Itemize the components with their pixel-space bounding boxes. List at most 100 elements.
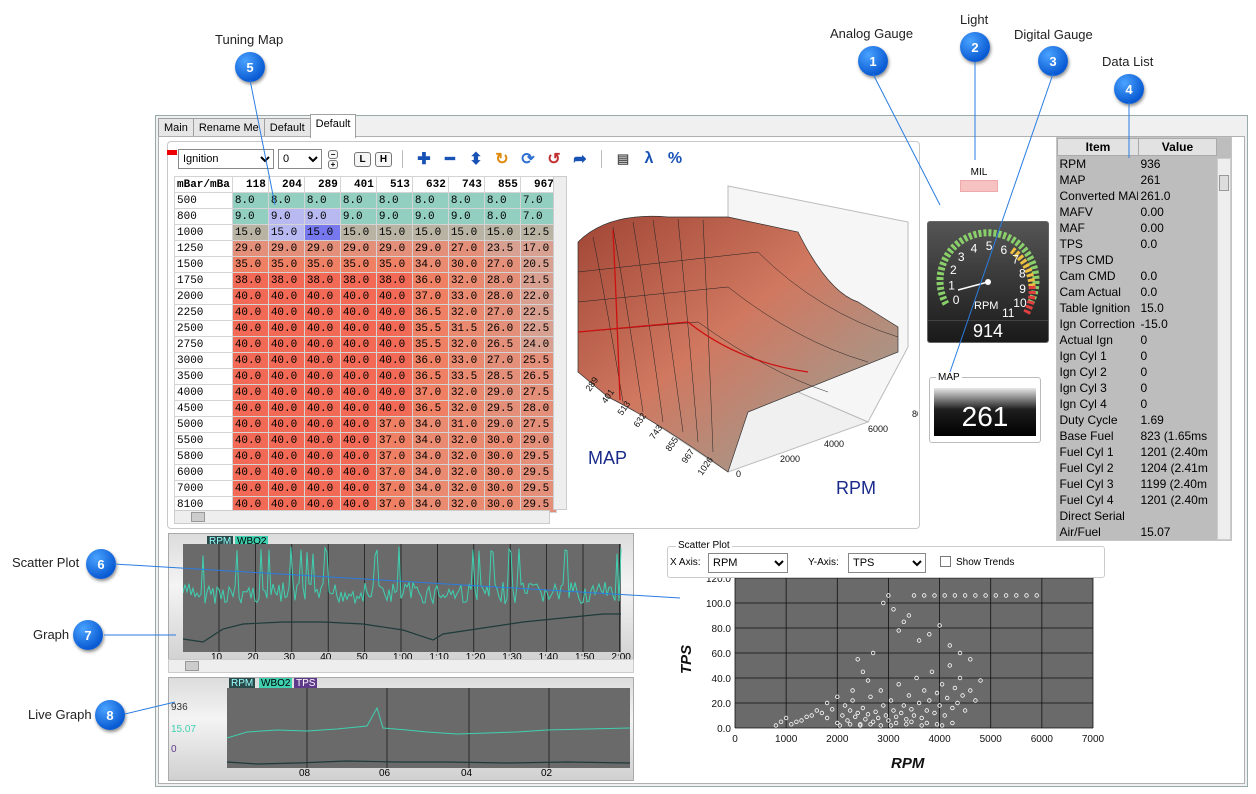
grid-cell[interactable]: 9.0 <box>303 208 341 225</box>
grid-horizontal-scrollbar[interactable] <box>174 510 550 524</box>
grid-cell[interactable]: 35.0 <box>303 256 341 273</box>
grid-cell[interactable]: 34.0 <box>411 448 449 465</box>
grid-cell[interactable]: 30.0 <box>483 432 521 449</box>
grid-cell[interactable]: 40.0 <box>267 432 305 449</box>
index-select[interactable]: 0 <box>278 149 322 169</box>
grid-cell[interactable]: 40.0 <box>267 480 305 497</box>
grid-cell[interactable]: 40.0 <box>339 400 377 417</box>
grid-cell[interactable]: 37.0 <box>411 288 449 305</box>
grid-cell[interactable]: 9.0 <box>411 208 449 225</box>
datalist-row[interactable]: Air/Fuel 15.07 <box>1058 524 1217 540</box>
datalist-row[interactable]: Fuel Cyl 3 1199 (2.40m <box>1058 476 1217 492</box>
grid-cell[interactable]: 40.0 <box>303 432 341 449</box>
grid-cell[interactable]: 26.5 <box>519 368 557 385</box>
grid-cell[interactable]: 34.0 <box>411 256 449 273</box>
grid-cell[interactable]: 37.0 <box>375 496 413 513</box>
grid-cell[interactable]: 8.0 <box>267 192 305 209</box>
grid-cell[interactable]: 40.0 <box>375 384 413 401</box>
grid-cell[interactable]: 40.0 <box>339 320 377 337</box>
grid-cell[interactable]: 40.0 <box>375 400 413 417</box>
grid-cell[interactable]: 29.0 <box>303 240 341 257</box>
datalist-row[interactable]: Duty Cycle 1.69 <box>1058 412 1217 428</box>
grid-cell[interactable]: 34.0 <box>411 432 449 449</box>
grid-cell[interactable]: 40.0 <box>231 368 269 385</box>
grid-cell[interactable]: 38.0 <box>267 272 305 289</box>
grid-cell[interactable]: 36.0 <box>411 352 449 369</box>
grid-cell[interactable]: 7.0 <box>519 208 557 225</box>
grid-cell[interactable]: 40.0 <box>303 480 341 497</box>
grid-cell[interactable]: 29.0 <box>411 240 449 257</box>
add-icon[interactable]: ✚ <box>417 151 431 168</box>
grid-cell[interactable]: 32.0 <box>447 304 485 321</box>
grid-cell[interactable]: 40.0 <box>231 352 269 369</box>
grid-cell[interactable]: 40.0 <box>303 464 341 481</box>
grid-cell[interactable]: 8.0 <box>483 192 521 209</box>
grid-cell[interactable]: 40.0 <box>375 304 413 321</box>
grid-cell[interactable]: 35.0 <box>267 256 305 273</box>
grid-cell[interactable]: 8.0 <box>483 208 521 225</box>
grid-cell[interactable]: 29.5 <box>519 496 557 513</box>
grid-cell[interactable]: 32.0 <box>447 496 485 513</box>
grid-cell[interactable]: 15.0 <box>231 224 269 241</box>
paint-icon[interactable]: ➦ <box>573 151 587 168</box>
grid-cell[interactable]: 22.0 <box>519 288 557 305</box>
datalist-row[interactable]: Cam Actual 0.0 <box>1058 284 1217 300</box>
grid-cell[interactable]: 40.0 <box>303 400 341 417</box>
grid-cell[interactable]: 9.0 <box>339 208 377 225</box>
live-graph[interactable]: RPM WBO2 TPS 936 15.07 0 08 06 04 02 <box>168 677 634 781</box>
increment-button[interactable]: + <box>328 159 338 169</box>
grid-cell[interactable]: 40.0 <box>267 400 305 417</box>
datalist-row[interactable]: Base Fuel 823 (1.65ms <box>1058 428 1217 444</box>
grid-cell[interactable]: 24.0 <box>519 336 557 353</box>
grid-cell[interactable]: 37.0 <box>375 416 413 433</box>
grid-cell[interactable]: 38.0 <box>375 272 413 289</box>
grid-cell[interactable]: 28.0 <box>483 272 521 289</box>
grid-cell[interactable]: 30.0 <box>483 464 521 481</box>
grid-cell[interactable]: 34.0 <box>411 480 449 497</box>
grid-cell[interactable]: 40.0 <box>303 496 341 513</box>
grid-cell[interactable]: 33.0 <box>447 352 485 369</box>
datalist-row[interactable]: MAP 261 <box>1058 172 1217 188</box>
datalist-row[interactable]: Ign Cyl 1 0 <box>1058 348 1217 364</box>
grid-cell[interactable]: 37.0 <box>375 432 413 449</box>
grid-cell[interactable]: 40.0 <box>267 352 305 369</box>
grid-cell[interactable]: 36.5 <box>411 400 449 417</box>
datalist-row[interactable]: Table Ignition 15.0 <box>1058 300 1217 316</box>
grid-cell[interactable]: 40.0 <box>339 384 377 401</box>
table-icon[interactable]: ▤ <box>616 151 630 166</box>
grid-cell[interactable]: 40.0 <box>303 352 341 369</box>
datalist-row[interactable]: Ign Correction -15.0 <box>1058 316 1217 332</box>
grid-cell[interactable]: 40.0 <box>267 448 305 465</box>
grid-cell[interactable]: 29.0 <box>483 384 521 401</box>
grid-cell[interactable]: 40.0 <box>231 336 269 353</box>
grid-cell[interactable]: 40.0 <box>303 320 341 337</box>
grid-cell[interactable]: 29.5 <box>519 480 557 497</box>
grid-cell[interactable]: 40.0 <box>339 304 377 321</box>
percent-icon[interactable]: % <box>667 150 683 167</box>
datalist-row[interactable]: Actual Ign 0 <box>1058 332 1217 348</box>
interpolate-icon[interactable]: ⟳ <box>521 151 535 168</box>
scatter-chart[interactable]: 0 1000 2000 3000 4000 5000 6000 7000 0.0 20.0 40.… <box>669 578 1109 784</box>
datalist-row[interactable]: TPS 0.0 <box>1058 236 1217 252</box>
graph[interactable]: RPM WBO2 10 20 30 40 50 1:00 1:10 1:20 1:30 1:40 1… <box>168 533 634 665</box>
grid-cell[interactable]: 12.5 <box>519 224 557 241</box>
grid-cell[interactable]: 28.0 <box>483 288 521 305</box>
grid-cell[interactable]: 40.0 <box>231 320 269 337</box>
grid-cell[interactable]: 40.0 <box>303 416 341 433</box>
grid-cell[interactable]: 32.0 <box>447 480 485 497</box>
datalist-row[interactable]: TPS CMD <box>1058 252 1217 268</box>
grid-cell[interactable]: 22.5 <box>519 304 557 321</box>
grid-cell[interactable]: 15.0 <box>375 224 413 241</box>
grid-cell[interactable]: 40.0 <box>231 384 269 401</box>
grid-cell[interactable]: 40.0 <box>267 288 305 305</box>
grid-cell[interactable]: 15.0 <box>447 224 485 241</box>
grid-cell[interactable]: 15.0 <box>411 224 449 241</box>
grid-cell[interactable]: 38.0 <box>303 272 341 289</box>
grid-cell[interactable]: 40.0 <box>267 416 305 433</box>
grid-cell[interactable]: 40.0 <box>303 288 341 305</box>
grid-cell[interactable]: 37.0 <box>375 464 413 481</box>
tab-rename-me[interactable]: Rename Me <box>192 118 265 138</box>
grid-cell[interactable]: 32.0 <box>447 432 485 449</box>
datalist-scrollbar[interactable] <box>1217 158 1231 540</box>
grid-cell[interactable]: 32.0 <box>447 272 485 289</box>
